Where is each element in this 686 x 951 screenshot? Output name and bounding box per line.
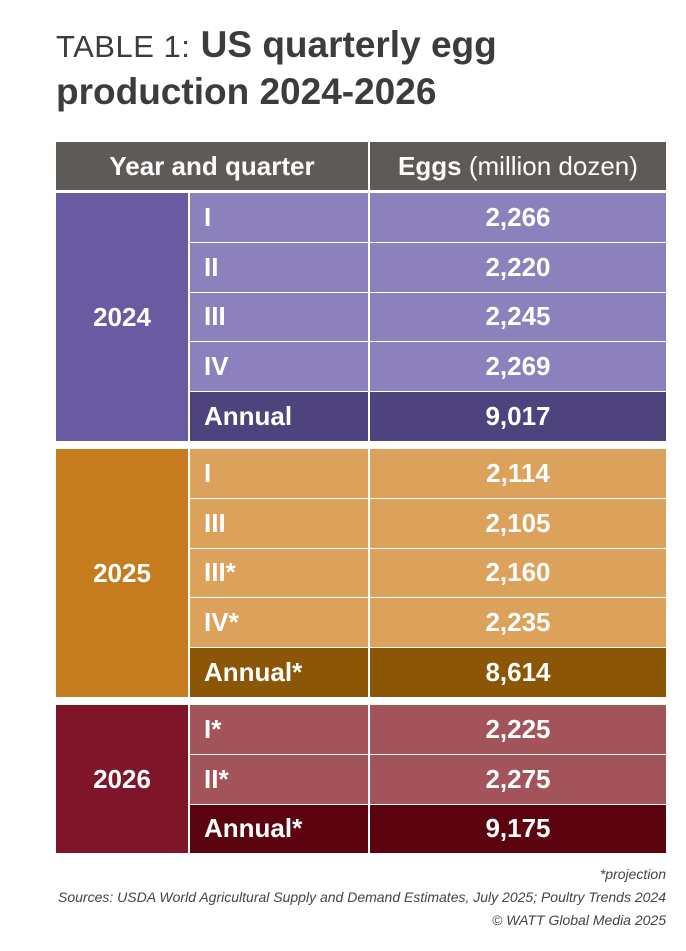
header-year-quarter-label: Year and quarter [109,150,315,181]
projection-note: *projection [599,866,666,882]
quarter-cell: Annual* [190,648,368,697]
value-cell: 2,160 [370,548,666,598]
copyright-note: © WATT Global Media 2025 [492,912,666,928]
header-eggs: Eggs (million dozen) [370,142,666,190]
quarter-cell: II* [190,754,368,804]
title-main: US quarterly egg [200,24,497,65]
quarter-cell: I* [190,705,368,754]
quarter-cell: III [190,498,368,548]
title-prefix: TABLE 1: [56,29,191,64]
sources-note: Sources: USDA World Agricultural Supply … [58,889,666,905]
year-cell-2024: 2024 [56,193,188,441]
value-cell: 2,269 [370,342,666,392]
quarter-cell: Annual [190,392,368,441]
value-cell: 2,275 [370,754,666,804]
value-cell: 2,235 [370,598,666,648]
quarter-cell: II [190,242,368,292]
header-eggs-label: Eggs [398,150,462,181]
quarter-cell: IV [190,342,368,392]
value-cell: 2,105 [370,498,666,548]
value-cell: 2,220 [370,242,666,292]
quarter-cell: Annual* [190,804,368,854]
quarter-cell: I [190,449,368,498]
quarter-cell: I [190,193,368,242]
value-cell: 2,225 [370,705,666,754]
quarter-cell: III* [190,548,368,598]
quarter-cell: IV* [190,598,368,648]
value-cell: 8,614 [370,648,666,697]
year-cell-2025: 2025 [56,449,188,697]
value-cell: 2,266 [370,193,666,242]
title-line2: production 2024-2026 [56,71,437,112]
quarter-cell: III [190,292,368,342]
value-cell: 9,017 [370,392,666,441]
year-cell-2026: 2026 [56,705,188,854]
table-title: TABLE 1: US quarterly egg production 202… [56,26,666,110]
value-cell: 9,175 [370,804,666,854]
header-eggs-unit: (million dozen) [468,150,638,181]
value-cell: 2,114 [370,449,666,498]
header-year-quarter: Year and quarter [56,142,368,190]
value-cell: 2,245 [370,292,666,342]
